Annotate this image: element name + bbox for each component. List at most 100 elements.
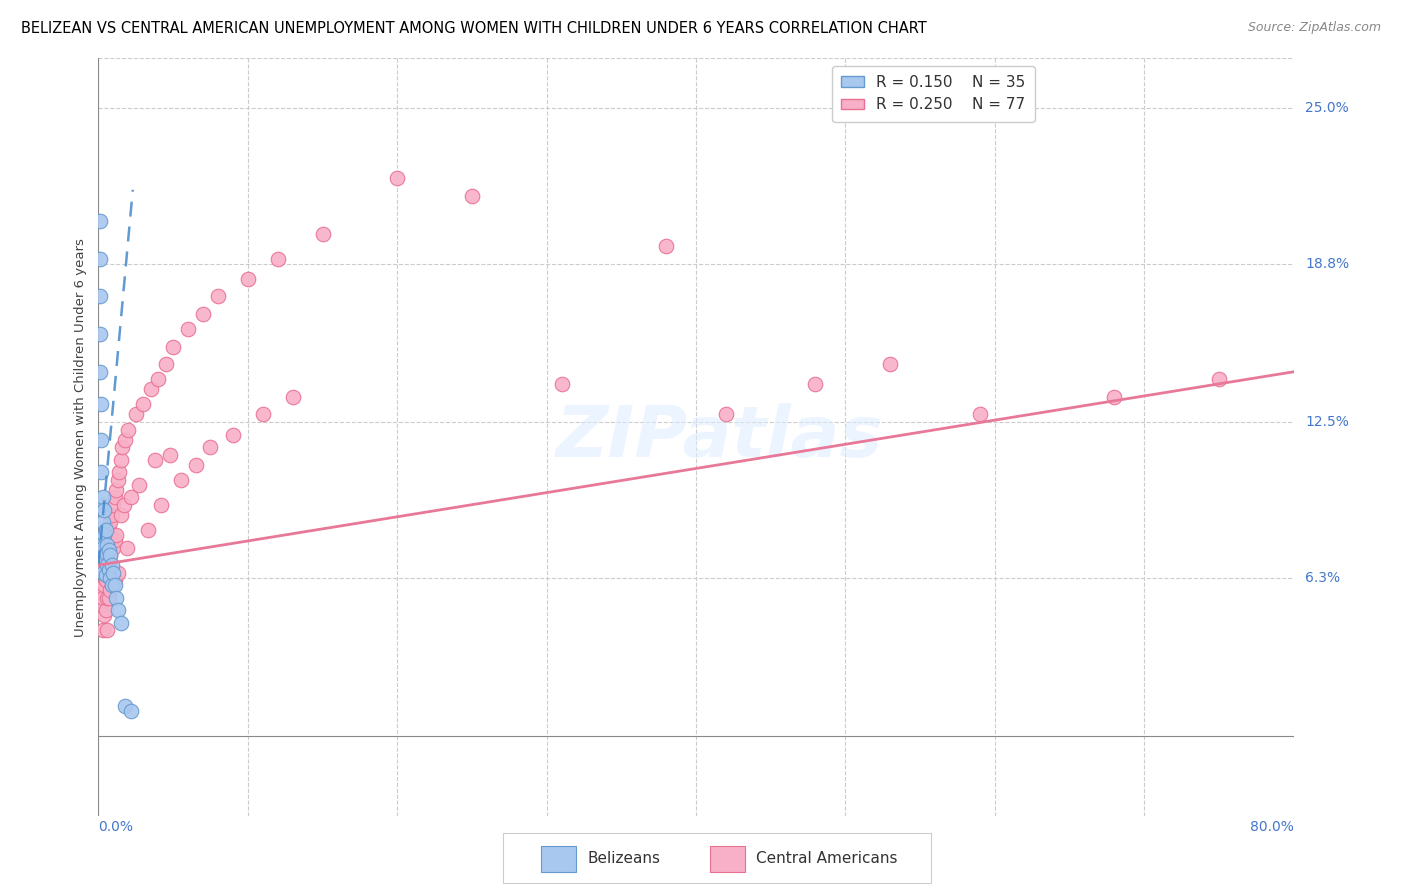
- Point: [103, 498, 125, 512]
- Y-axis label: Unemployment Among Women with Children Under 6 years: Unemployment Among Women with Children U…: [75, 237, 87, 637]
- Point: [107, 566, 129, 580]
- Point: [110, 508, 132, 522]
- Point: [200, 440, 222, 454]
- Text: ZIPatlas: ZIPatlas: [557, 402, 883, 472]
- Point: [177, 322, 200, 336]
- Point: [89, 548, 111, 562]
- Point: [550, 377, 572, 392]
- Point: [89, 214, 111, 228]
- Point: [91, 566, 114, 580]
- Point: [96, 566, 118, 580]
- Point: [89, 327, 111, 342]
- Point: [143, 452, 166, 467]
- Point: [1104, 390, 1126, 404]
- Point: [101, 508, 124, 522]
- Point: [281, 390, 304, 404]
- Point: [97, 591, 120, 605]
- FancyBboxPatch shape: [710, 846, 745, 872]
- Point: [461, 189, 484, 203]
- Text: 6.3%: 6.3%: [1306, 571, 1340, 584]
- Point: [97, 543, 120, 558]
- Point: [104, 491, 127, 505]
- Point: [169, 473, 191, 487]
- Point: [879, 357, 901, 371]
- Point: [94, 573, 117, 587]
- Point: [96, 624, 118, 638]
- Point: [110, 615, 132, 630]
- Point: [91, 624, 114, 638]
- Point: [136, 523, 159, 537]
- Point: [114, 698, 136, 713]
- Point: [804, 377, 827, 392]
- Point: [96, 591, 118, 605]
- Point: [90, 566, 112, 580]
- Point: [94, 545, 117, 559]
- Point: [97, 558, 120, 573]
- Point: [96, 558, 118, 573]
- Point: [714, 408, 737, 422]
- Point: [111, 440, 134, 454]
- Point: [93, 528, 115, 542]
- Point: [90, 397, 112, 411]
- Text: Source: ZipAtlas.com: Source: ZipAtlas.com: [1247, 21, 1381, 34]
- Point: [98, 516, 122, 530]
- Point: [112, 498, 135, 512]
- Point: [104, 578, 127, 592]
- Point: [91, 541, 114, 555]
- Point: [89, 583, 111, 598]
- Point: [252, 408, 274, 422]
- Text: 12.5%: 12.5%: [1306, 415, 1350, 429]
- Point: [105, 528, 128, 542]
- Point: [120, 491, 142, 505]
- Point: [1208, 372, 1230, 386]
- Point: [93, 548, 115, 562]
- Point: [107, 473, 129, 487]
- Point: [125, 408, 148, 422]
- Point: [267, 252, 290, 266]
- Point: [101, 573, 124, 587]
- Point: [94, 523, 117, 537]
- Point: [114, 433, 136, 447]
- Point: [90, 533, 112, 547]
- Point: [101, 578, 124, 592]
- Point: [94, 568, 117, 582]
- Point: [105, 591, 128, 605]
- Point: [104, 573, 127, 587]
- Point: [98, 583, 122, 598]
- Point: [159, 448, 181, 462]
- Point: [148, 372, 170, 386]
- Point: [104, 533, 127, 547]
- Point: [89, 252, 111, 266]
- Point: [93, 503, 115, 517]
- Point: [90, 465, 112, 479]
- Legend: R = 0.150    N = 35, R = 0.250    N = 77: R = 0.150 N = 35, R = 0.250 N = 77: [832, 66, 1035, 121]
- Point: [93, 608, 115, 623]
- Point: [655, 239, 678, 253]
- Point: [96, 533, 118, 547]
- Point: [98, 548, 122, 562]
- Point: [97, 523, 120, 537]
- Text: 25.0%: 25.0%: [1306, 101, 1350, 115]
- Point: [207, 289, 229, 303]
- Point: [98, 548, 122, 562]
- Text: Belizeans: Belizeans: [588, 852, 661, 866]
- Point: [96, 538, 118, 552]
- Text: BELIZEAN VS CENTRAL AMERICAN UNEMPLOYMENT AMONG WOMEN WITH CHILDREN UNDER 6 YEAR: BELIZEAN VS CENTRAL AMERICAN UNEMPLOYMEN…: [21, 21, 927, 36]
- Point: [93, 553, 115, 567]
- Point: [385, 171, 409, 186]
- Point: [128, 477, 150, 491]
- Point: [91, 591, 114, 605]
- Point: [94, 603, 117, 617]
- Point: [93, 578, 115, 592]
- Point: [107, 603, 129, 617]
- Point: [311, 227, 333, 241]
- Point: [184, 458, 207, 472]
- Point: [94, 541, 117, 555]
- Point: [101, 558, 124, 573]
- Point: [90, 599, 112, 613]
- Text: 80.0%: 80.0%: [1250, 820, 1294, 834]
- Point: [155, 357, 177, 371]
- Point: [191, 307, 214, 321]
- Point: [91, 516, 114, 530]
- Point: [139, 383, 162, 397]
